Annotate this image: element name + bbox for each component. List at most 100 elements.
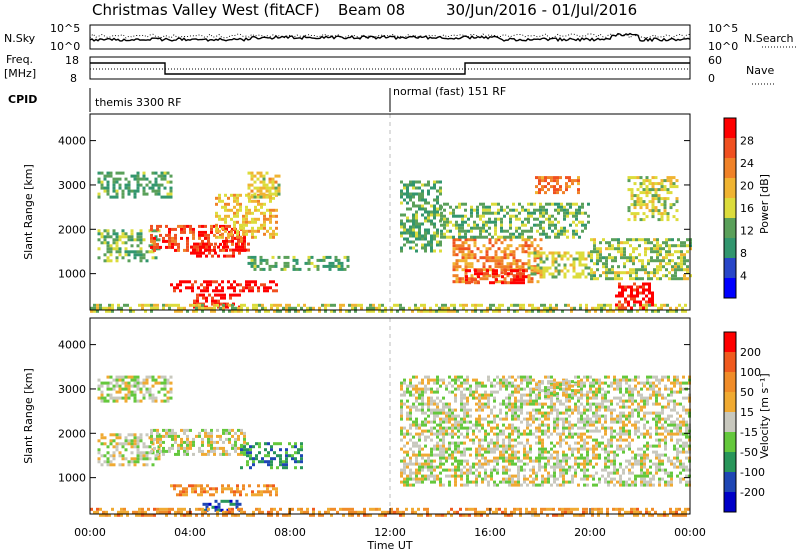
- data-cell: [162, 510, 165, 514]
- data-cell: [501, 281, 504, 285]
- data-cell: [467, 229, 470, 233]
- data-cell: [617, 277, 620, 281]
- data-cell: [464, 262, 468, 266]
- data-cell: [527, 254, 531, 258]
- data-cell: [542, 275, 546, 279]
- data-cell: [163, 195, 167, 199]
- data-cell: [100, 463, 104, 467]
- data-cell: [656, 253, 659, 257]
- colorbar-tick-label: 16: [740, 202, 754, 215]
- data-cell: [265, 186, 269, 190]
- data-cell: [264, 448, 267, 452]
- data-cell: [331, 264, 335, 268]
- data-cell: [547, 480, 550, 484]
- data-cell: [630, 176, 634, 180]
- data-cell: [176, 283, 179, 287]
- data-cell: [233, 226, 236, 230]
- data-cell: [464, 214, 467, 218]
- data-cell: [415, 396, 418, 400]
- data-cell: [439, 483, 442, 487]
- data-cell: [630, 194, 634, 198]
- data-cell: [488, 232, 491, 236]
- data-cell: [439, 462, 442, 466]
- data-cell: [659, 277, 662, 281]
- data-cell: [557, 232, 560, 236]
- data-cell: [268, 186, 272, 190]
- data-cell: [263, 286, 266, 290]
- data-cell: [482, 277, 486, 281]
- data-cell: [512, 253, 516, 257]
- data-cell: [577, 450, 580, 454]
- data-cell: [556, 399, 559, 403]
- data-cell: [307, 255, 311, 259]
- data-cell: [666, 191, 670, 195]
- data-cell: [337, 261, 341, 265]
- data-cell: [654, 309, 657, 313]
- data-cell: [218, 289, 221, 293]
- data-cell: [578, 263, 582, 267]
- data-cell: [427, 219, 430, 223]
- data-cell: [551, 223, 554, 227]
- data-cell: [523, 387, 526, 391]
- data-cell: [238, 245, 241, 249]
- data-cell: [136, 232, 140, 236]
- data-cell: [478, 408, 481, 412]
- data-cell: [412, 213, 415, 217]
- data-cell: [261, 306, 264, 310]
- data-cell: [485, 235, 488, 239]
- freq-tick-top: 18: [65, 54, 79, 67]
- data-cell: [270, 460, 273, 464]
- data-cell: [406, 219, 409, 223]
- data-cell: [219, 446, 222, 450]
- data-cell: [445, 459, 448, 463]
- data-cell: [430, 429, 433, 433]
- data-cell: [614, 271, 617, 275]
- data-cell: [159, 437, 162, 441]
- data-cell: [650, 277, 653, 281]
- data-cell: [266, 484, 269, 488]
- data-cell: [511, 405, 514, 409]
- data-cell: [174, 437, 177, 441]
- data-cell: [285, 303, 288, 307]
- data-cell: [96, 306, 99, 310]
- data-cell: [561, 510, 564, 514]
- data-cell: [234, 431, 237, 435]
- data-cell: [177, 242, 180, 246]
- data-cell: [180, 437, 183, 441]
- data-cell: [681, 306, 684, 310]
- data-cell: [595, 420, 598, 424]
- data-cell: [406, 231, 409, 235]
- data-cell: [406, 450, 409, 454]
- data-cell: [454, 450, 457, 454]
- data-cell: [342, 507, 345, 511]
- data-cell: [103, 381, 107, 385]
- data-cell: [266, 229, 269, 233]
- data-cell: [400, 246, 403, 250]
- data-cell: [518, 265, 522, 269]
- data-cell: [651, 185, 655, 189]
- data-cell: [106, 445, 110, 449]
- data-cell: [458, 244, 462, 248]
- data-cell: [539, 275, 543, 279]
- data-cell: [553, 176, 556, 180]
- data-cell: [520, 483, 523, 487]
- data-cell: [448, 408, 451, 412]
- data-cell: [623, 247, 626, 251]
- data-cell: [574, 459, 577, 463]
- data-cell: [554, 208, 557, 212]
- data-cell: [185, 487, 188, 491]
- data-cell: [559, 459, 562, 463]
- data-cell: [454, 459, 457, 463]
- data-cell: [460, 477, 463, 481]
- data-cell: [427, 477, 430, 481]
- data-cell: [109, 454, 113, 458]
- data-cell: [421, 477, 424, 481]
- data-cell: [174, 510, 177, 514]
- data-cell: [433, 207, 436, 211]
- data-cell: [536, 263, 540, 267]
- data-cell: [268, 264, 272, 268]
- data-cell: [586, 402, 589, 406]
- data-cell: [476, 223, 479, 227]
- data-cell: [492, 272, 495, 276]
